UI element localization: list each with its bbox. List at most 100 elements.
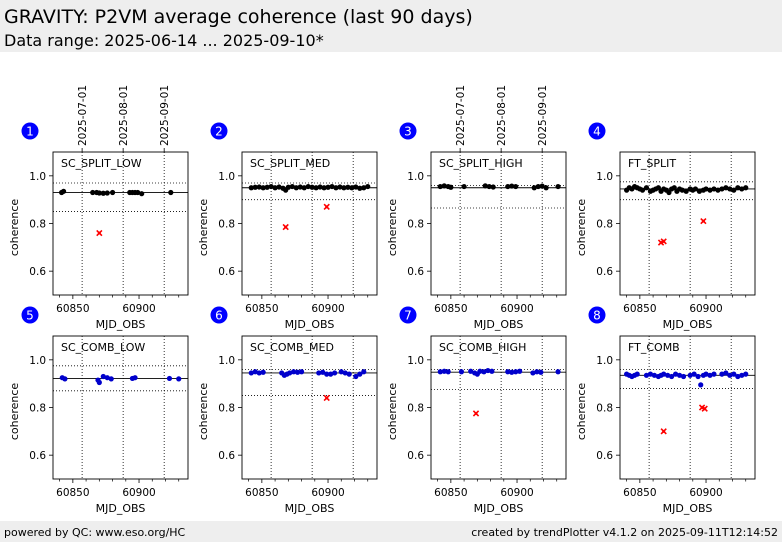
x-tick-label: 60900 [500,487,533,499]
subplot-5: 0.6 0.8 1.0 60850 60900 MJD_OBS coherence SC_CO… [8,306,189,515]
y-axis-label: coherence [8,199,21,257]
data-point [320,369,326,375]
axes-frame [52,335,189,480]
panel-label: SC_SPLIT_HIGH [439,157,523,170]
data-point [715,187,721,193]
data-point [100,373,106,380]
data-point [489,368,495,374]
panel-number: 7 [404,309,412,323]
y-tick-label: 1.0 [407,171,424,183]
y-tick-label: 1.0 [218,355,235,367]
data-point [490,184,496,190]
panel-number: 4 [593,125,601,139]
x-tick-label: 60900 [311,487,344,499]
outlier-point [660,428,667,435]
y-tick-label: 0.6 [596,266,613,278]
data-point [485,367,491,374]
data-point [357,371,363,377]
data-point [671,185,677,191]
data-point [316,370,322,376]
data-point [477,368,483,374]
data-point [260,369,266,375]
top-date-label: 2025-07-01 [455,85,467,146]
data-point [324,371,330,377]
subplot-3: 0.6 0.8 1.0 60850 60900 MJD_OBS coherence SC_SP… [386,85,567,331]
data-point [679,187,685,193]
data-point [691,371,697,377]
panel-number-badge [210,122,228,140]
y-tick-label: 0.6 [407,450,424,462]
panel-label: SC_SPLIT_MED [250,157,330,170]
y-tick-label: 0.8 [407,219,424,231]
data-point [256,370,262,376]
axes-frame [619,335,756,480]
data-point [711,186,717,192]
data-point [272,185,278,191]
x-tick-label: 60900 [500,303,533,315]
outlier-center [325,205,329,209]
panel-number: 1 [26,125,34,139]
data-point [276,184,282,190]
data-point [437,369,443,375]
panel-number-badge [399,306,417,324]
panel-number: 2 [215,125,223,139]
data-point [719,186,725,192]
data-point [448,184,454,190]
data-point [365,183,371,190]
y-tick-label: 1.0 [218,171,235,183]
y-tick-label: 0.6 [218,266,235,278]
axes-frame [430,335,567,480]
outlier-point [323,394,330,402]
data-point [505,183,511,190]
y-tick-label: 1.0 [596,171,613,183]
data-point [342,370,348,376]
axes-frame [241,335,378,480]
data-point [90,189,96,196]
data-point [665,372,671,378]
y-axis-label: coherence [386,383,399,441]
data-point [486,183,492,190]
data-point [301,185,307,191]
data-point [96,379,102,386]
x-axis-label: MJD_OBS [96,502,146,515]
data-point [166,375,173,382]
data-point [538,369,544,375]
panel-number: 3 [404,125,412,139]
data-point [468,368,474,374]
data-point [692,186,699,192]
data-point [683,188,689,194]
data-point [361,369,367,375]
y-axis-label: coherence [197,199,210,257]
outlier-center [284,225,288,229]
data-point [289,183,295,190]
page-subtitle: Data range: 2025-06-14 ... 2025-09-10* [4,31,324,50]
data-point [731,187,737,193]
data-point [108,376,114,382]
x-tick-label: 60900 [122,487,155,499]
data-point [743,185,749,191]
data-point [703,186,709,192]
panel-number: 8 [593,309,601,323]
y-tick-label: 1.0 [407,355,424,367]
panel-label: FT_COMB [628,341,680,354]
data-point [345,184,351,190]
x-tick-label: 60850 [434,303,467,315]
x-tick-label: 60900 [689,487,722,499]
data-point [313,185,319,191]
y-tick-label: 1.0 [596,355,613,367]
subplot-2: 0.6 0.8 1.0 60850 60900 MJD_OBS coherence SC_SP… [197,122,378,331]
y-tick-label: 0.8 [29,219,46,231]
data-point [268,183,274,190]
outlier-center [701,219,705,223]
x-tick-label: 60850 [245,303,278,315]
x-tick-label: 60850 [56,303,89,315]
outlier-center [662,239,666,243]
footer-credit: powered by QC: www.eso.org/HC [4,526,186,539]
outlier-center [97,231,101,235]
data-point [100,190,106,196]
top-date-label: 2025-08-01 [496,85,508,146]
data-point [353,373,359,380]
x-tick-label: 60900 [122,303,155,315]
data-point [461,183,467,190]
top-date-label: 2025-09-01 [537,85,549,146]
